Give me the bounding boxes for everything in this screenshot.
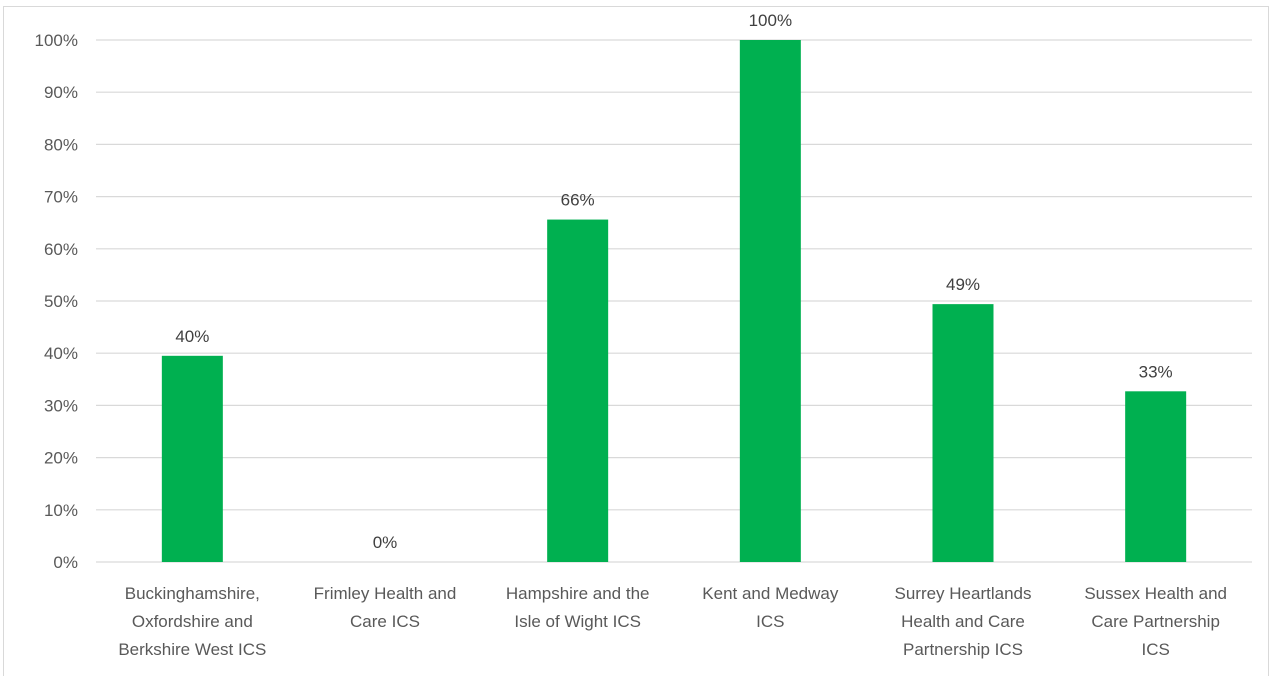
data-label: 49%	[946, 275, 980, 294]
bar	[161, 355, 223, 562]
category-label: Isle of Wight ICS	[514, 612, 641, 631]
chart-frame	[3, 6, 1269, 676]
y-tick-label: 90%	[44, 83, 78, 102]
category-label: Health and Care	[901, 612, 1025, 631]
category-label: Kent and Medway	[702, 584, 839, 603]
y-tick-label: 0%	[53, 553, 78, 572]
category-label: Partnership ICS	[903, 640, 1023, 659]
category-label: ICS	[756, 612, 784, 631]
data-label: 0%	[373, 533, 398, 552]
y-tick-label: 60%	[44, 240, 78, 259]
y-tick-label: 70%	[44, 188, 78, 207]
category-label: Buckinghamshire,	[125, 584, 260, 603]
data-label: 33%	[1139, 362, 1173, 381]
bar	[932, 304, 994, 562]
bar	[739, 40, 801, 562]
bar	[1125, 391, 1187, 562]
category-label: Berkshire West ICS	[118, 640, 266, 659]
y-tick-label: 50%	[44, 292, 78, 311]
bar	[547, 219, 609, 562]
y-tick-label: 100%	[35, 31, 78, 50]
y-tick-label: 40%	[44, 344, 78, 363]
category-label: ICS	[1141, 640, 1169, 659]
category-label: Sussex Health and	[1084, 584, 1227, 603]
category-label: Care Partnership	[1091, 612, 1220, 631]
data-label: 66%	[561, 191, 595, 210]
category-label: Surrey Heartlands	[894, 584, 1031, 603]
y-tick-label: 30%	[44, 396, 78, 415]
data-label: 40%	[175, 327, 209, 346]
category-label: Frimley Health and	[314, 584, 457, 603]
y-tick-label: 10%	[44, 501, 78, 520]
data-label: 100%	[749, 11, 792, 30]
category-label: Care ICS	[350, 612, 420, 631]
y-tick-label: 80%	[44, 135, 78, 154]
y-tick-label: 20%	[44, 449, 78, 468]
category-label: Hampshire and the	[506, 584, 650, 603]
category-label: Oxfordshire and	[132, 612, 253, 631]
